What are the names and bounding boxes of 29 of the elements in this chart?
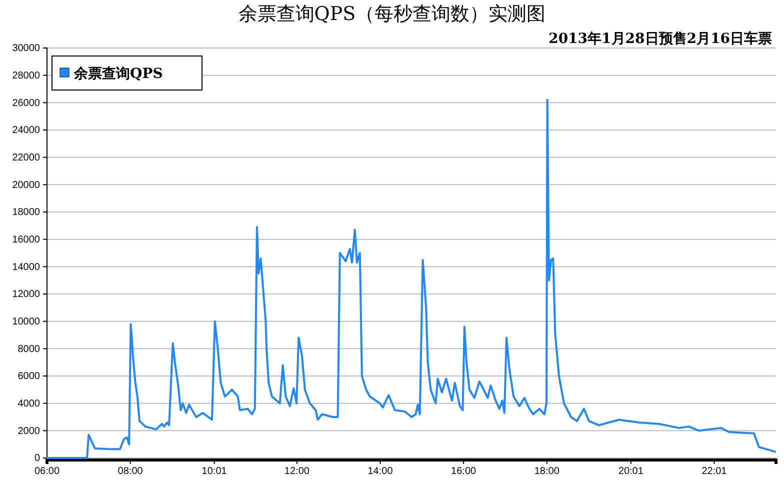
y-tick-label: 16000 <box>12 234 40 246</box>
y-tick-label: 22000 <box>12 152 40 164</box>
y-tick-label: 24000 <box>12 125 40 136</box>
y-tick-label: 6000 <box>18 371 40 382</box>
y-tick-label: 0 <box>34 453 40 464</box>
chart-subtitle: 2013年1月28日预售2月16日车票 <box>548 30 772 47</box>
x-tick-label: 20:01 <box>618 466 644 478</box>
x-tick-label: 14:00 <box>368 466 394 478</box>
y-tick-label: 4000 <box>18 398 40 410</box>
x-tick-label: 06:00 <box>34 466 60 478</box>
x-tick-label: 18:00 <box>534 466 560 478</box>
x-tick-label: 16:00 <box>451 466 477 478</box>
chart-title: 余票查询QPS（每秒查询数）实测图 <box>238 3 546 25</box>
legend-label: 余票查询QPS <box>73 66 163 82</box>
y-tick-label: 2000 <box>18 426 40 437</box>
line-series <box>46 98 776 459</box>
y-tick-label: 8000 <box>18 344 40 355</box>
y-tick-label: 26000 <box>12 98 40 109</box>
y-tick-label: 18000 <box>12 207 40 218</box>
y-tick-label: 12000 <box>12 289 40 300</box>
x-tick-label: 10:01 <box>202 466 228 478</box>
y-tick-label: 30000 <box>12 43 40 54</box>
y-tick-label: 20000 <box>12 180 40 191</box>
y-tick-label: 14000 <box>12 262 40 273</box>
y-tick-label: 10000 <box>12 316 40 328</box>
x-tick-label: 12:00 <box>284 466 310 478</box>
x-tick-label: 22:01 <box>702 466 728 478</box>
x-tick-label: 08:00 <box>118 466 144 478</box>
y-tick-label: 28000 <box>12 70 40 82</box>
